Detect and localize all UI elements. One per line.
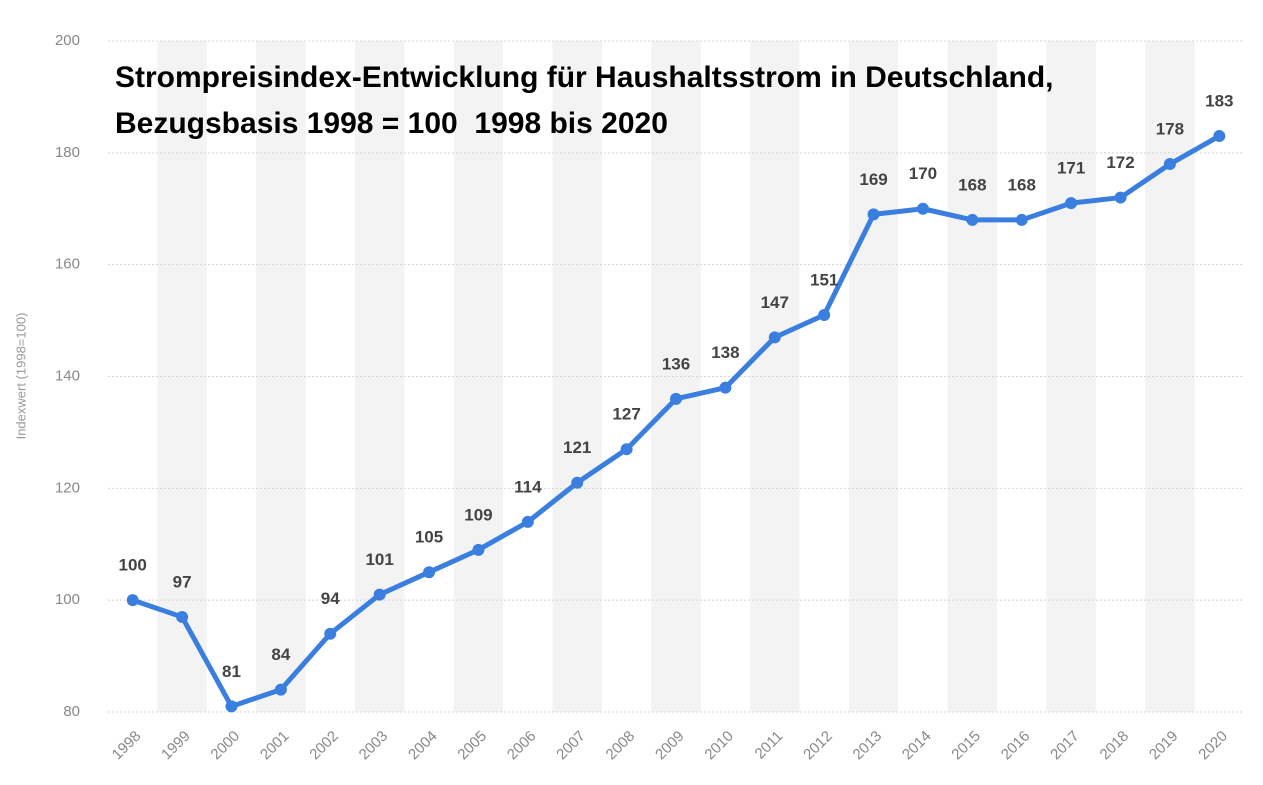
point (225, 700, 238, 713)
point (1213, 130, 1226, 143)
data-label: 81 (222, 662, 241, 681)
x-tick-label: 1998 (109, 728, 145, 764)
x-tick-label: 2000 (207, 728, 243, 764)
y-tick-label: 160 (55, 256, 80, 273)
data-label: 138 (711, 343, 739, 362)
y-tick-label: 80 (63, 703, 80, 720)
point (768, 331, 781, 344)
data-label: 109 (464, 505, 492, 524)
data-label: 183 (1205, 92, 1233, 111)
y-tick-label: 180 (55, 144, 80, 161)
point (1114, 191, 1127, 204)
y-tick-label: 100 (55, 591, 80, 608)
y-axis-label: Indexwert (1998=100) (13, 313, 28, 440)
chart-title: Strompreisindex-Entwicklung für Haushalt… (115, 61, 1062, 140)
data-label: 172 (1106, 153, 1134, 172)
x-tick-label: 2004 (405, 728, 441, 764)
x-tick-label: 2005 (454, 728, 490, 764)
x-tick-label: 2001 (257, 728, 293, 764)
point (126, 594, 139, 607)
data-label: 84 (271, 645, 290, 664)
point (472, 543, 485, 556)
point (719, 381, 732, 394)
data-label: 105 (415, 528, 443, 547)
x-tick-label: 2015 (948, 728, 984, 764)
point (373, 588, 386, 601)
data-label: 136 (662, 354, 690, 373)
point (966, 213, 979, 226)
point (521, 515, 534, 528)
band (750, 41, 800, 712)
x-tick-label: 2006 (504, 728, 540, 764)
x-tick-label: 2014 (899, 728, 935, 764)
data-label: 101 (365, 550, 393, 569)
y-tick-label: 200 (55, 32, 80, 49)
data-label: 94 (321, 589, 340, 608)
x-tick-label: 1999 (158, 728, 194, 764)
point (620, 443, 633, 456)
data-label: 171 (1057, 159, 1085, 178)
data-label: 151 (810, 270, 838, 289)
x-tick-label: 2011 (752, 728, 787, 763)
data-label: 168 (1008, 175, 1036, 194)
point (176, 610, 189, 623)
point (867, 208, 880, 221)
x-tick-label: 2003 (356, 728, 392, 764)
data-label: 121 (563, 438, 591, 457)
point (324, 627, 337, 640)
point (670, 392, 682, 405)
data-label: 178 (1156, 120, 1184, 139)
data-label: 147 (761, 293, 789, 312)
x-tick-label: 2009 (652, 728, 688, 764)
x-tick-label: 2013 (850, 728, 886, 764)
y-tick-label: 140 (55, 367, 80, 384)
x-tick-label: 2012 (800, 728, 836, 764)
point (571, 476, 584, 489)
x-tick-label: 2020 (1195, 728, 1231, 764)
data-label: 97 (173, 572, 192, 591)
data-label: 170 (909, 164, 937, 183)
point (818, 308, 831, 321)
point (274, 683, 287, 696)
data-label: 168 (958, 175, 986, 194)
data-label: 127 (612, 405, 640, 424)
point (1065, 197, 1078, 210)
point (916, 202, 929, 215)
x-tick-label: 2016 (998, 728, 1034, 764)
x-tick-label: 2002 (306, 728, 342, 764)
point (1163, 158, 1176, 171)
x-tick-label: 2008 (603, 728, 639, 764)
x-tick-label: 2019 (1146, 728, 1182, 764)
x-tick-label: 2010 (701, 728, 737, 764)
data-label: 114 (514, 477, 542, 496)
y-tick-label: 120 (55, 479, 80, 496)
point (423, 566, 436, 579)
x-tick-label: 2007 (553, 728, 589, 764)
x-tick-label: 2018 (1097, 728, 1133, 764)
band (1046, 41, 1096, 712)
point (1015, 213, 1028, 226)
data-label: 100 (119, 556, 147, 575)
data-label: 169 (859, 170, 887, 189)
x-tick-label: 2017 (1047, 728, 1083, 764)
